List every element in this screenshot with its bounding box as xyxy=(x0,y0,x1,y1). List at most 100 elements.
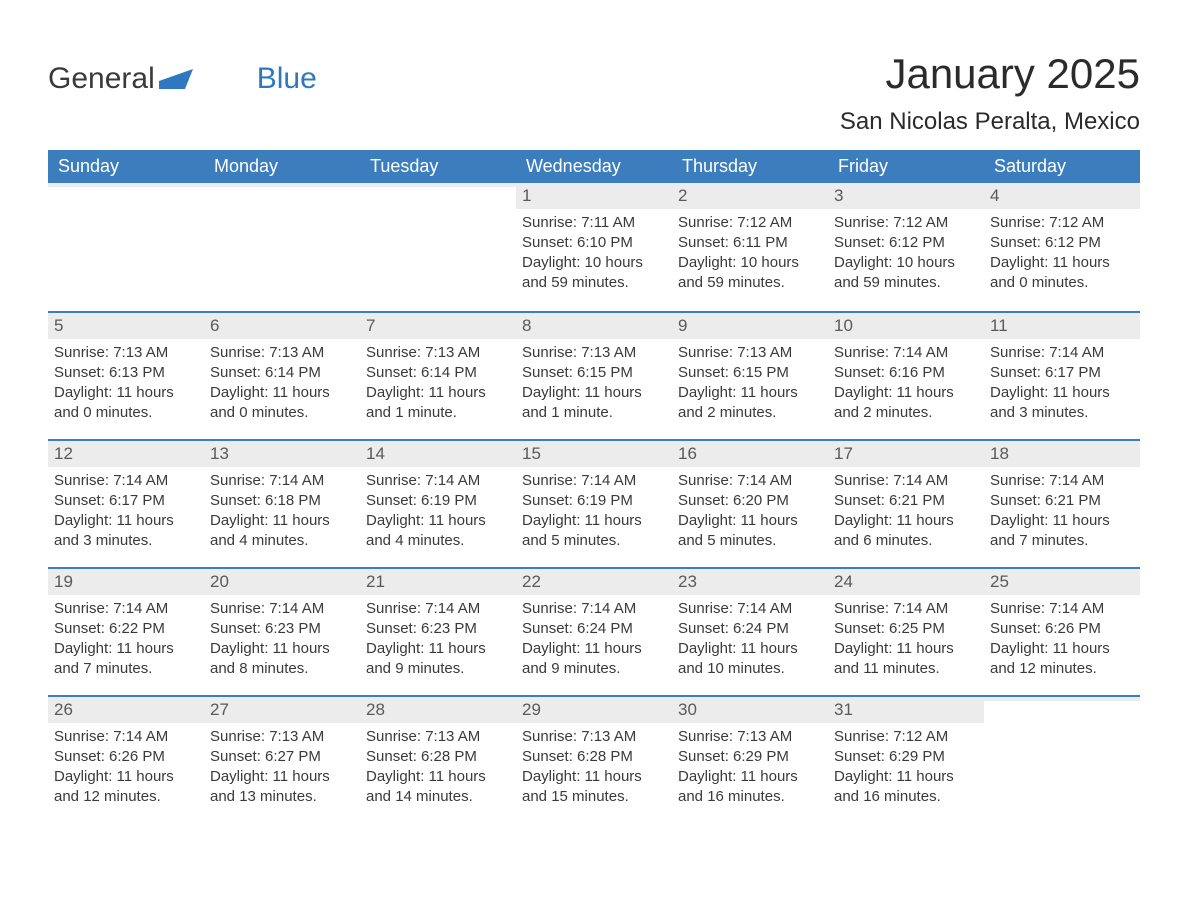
calendar-cell: 23Sunrise: 7:14 AMSunset: 6:24 PMDayligh… xyxy=(672,567,828,695)
sunrise-text: Sunrise: 7:14 AM xyxy=(990,471,1134,491)
sunrise-text: Sunrise: 7:14 AM xyxy=(522,471,666,491)
day-number: 18 xyxy=(984,439,1140,467)
day-number: 9 xyxy=(672,311,828,339)
day-details: Sunrise: 7:14 AMSunset: 6:19 PMDaylight:… xyxy=(360,467,516,557)
calendar-cell: 8Sunrise: 7:13 AMSunset: 6:15 PMDaylight… xyxy=(516,311,672,439)
calendar-week-row: 5Sunrise: 7:13 AMSunset: 6:13 PMDaylight… xyxy=(48,311,1140,439)
sunset-text: Sunset: 6:23 PM xyxy=(366,619,510,639)
daylight-text: Daylight: 11 hours and 3 minutes. xyxy=(990,383,1134,423)
day-number: 1 xyxy=(516,183,672,209)
sunset-text: Sunset: 6:14 PM xyxy=(366,363,510,383)
daylight-text: Daylight: 10 hours and 59 minutes. xyxy=(522,253,666,293)
daylight-text: Daylight: 11 hours and 0 minutes. xyxy=(990,253,1134,293)
day-details: Sunrise: 7:13 AMSunset: 6:15 PMDaylight:… xyxy=(516,339,672,429)
sunset-text: Sunset: 6:28 PM xyxy=(522,747,666,767)
sunset-text: Sunset: 6:27 PM xyxy=(210,747,354,767)
calendar-cell: 13Sunrise: 7:14 AMSunset: 6:18 PMDayligh… xyxy=(204,439,360,567)
sunset-text: Sunset: 6:20 PM xyxy=(678,491,822,511)
sunset-text: Sunset: 6:24 PM xyxy=(678,619,822,639)
sunset-text: Sunset: 6:13 PM xyxy=(54,363,198,383)
day-number: 21 xyxy=(360,567,516,595)
brand-shape-icon xyxy=(159,69,193,89)
day-number: 11 xyxy=(984,311,1140,339)
day-number: 10 xyxy=(828,311,984,339)
sunrise-text: Sunrise: 7:14 AM xyxy=(210,471,354,491)
page-title: January 2025 xyxy=(840,50,1140,98)
day-number: 5 xyxy=(48,311,204,339)
calendar-cell: 20Sunrise: 7:14 AMSunset: 6:23 PMDayligh… xyxy=(204,567,360,695)
calendar-cell: 24Sunrise: 7:14 AMSunset: 6:25 PMDayligh… xyxy=(828,567,984,695)
daylight-text: Daylight: 11 hours and 5 minutes. xyxy=(678,511,822,551)
sunset-text: Sunset: 6:21 PM xyxy=(990,491,1134,511)
daylight-text: Daylight: 11 hours and 4 minutes. xyxy=(210,511,354,551)
calendar-cell: 22Sunrise: 7:14 AMSunset: 6:24 PMDayligh… xyxy=(516,567,672,695)
sunset-text: Sunset: 6:18 PM xyxy=(210,491,354,511)
calendar-cell: 4Sunrise: 7:12 AMSunset: 6:12 PMDaylight… xyxy=(984,183,1140,311)
sunrise-text: Sunrise: 7:14 AM xyxy=(834,471,978,491)
day-details: Sunrise: 7:14 AMSunset: 6:21 PMDaylight:… xyxy=(984,467,1140,557)
calendar-cell: 27Sunrise: 7:13 AMSunset: 6:27 PMDayligh… xyxy=(204,695,360,823)
daylight-text: Daylight: 11 hours and 11 minutes. xyxy=(834,639,978,679)
calendar-table: Sunday Monday Tuesday Wednesday Thursday… xyxy=(48,150,1140,823)
calendar-cell: 29Sunrise: 7:13 AMSunset: 6:28 PMDayligh… xyxy=(516,695,672,823)
sunset-text: Sunset: 6:28 PM xyxy=(366,747,510,767)
sunrise-text: Sunrise: 7:13 AM xyxy=(210,727,354,747)
day-details: Sunrise: 7:14 AMSunset: 6:17 PMDaylight:… xyxy=(48,467,204,557)
brand-word1: General xyxy=(48,62,155,96)
day-details: Sunrise: 7:12 AMSunset: 6:29 PMDaylight:… xyxy=(828,723,984,813)
sunset-text: Sunset: 6:17 PM xyxy=(990,363,1134,383)
sunrise-text: Sunrise: 7:14 AM xyxy=(522,599,666,619)
day-details: Sunrise: 7:12 AMSunset: 6:11 PMDaylight:… xyxy=(672,209,828,299)
sunrise-text: Sunrise: 7:14 AM xyxy=(210,599,354,619)
day-number: 27 xyxy=(204,695,360,723)
calendar-cell: 17Sunrise: 7:14 AMSunset: 6:21 PMDayligh… xyxy=(828,439,984,567)
calendar-cell xyxy=(48,183,204,311)
day-details: Sunrise: 7:14 AMSunset: 6:26 PMDaylight:… xyxy=(48,723,204,813)
day-details: Sunrise: 7:14 AMSunset: 6:24 PMDaylight:… xyxy=(516,595,672,685)
day-details: Sunrise: 7:13 AMSunset: 6:28 PMDaylight:… xyxy=(516,723,672,813)
calendar-cell: 10Sunrise: 7:14 AMSunset: 6:16 PMDayligh… xyxy=(828,311,984,439)
sunset-text: Sunset: 6:29 PM xyxy=(834,747,978,767)
calendar-cell xyxy=(204,183,360,311)
sunrise-text: Sunrise: 7:13 AM xyxy=(522,343,666,363)
sunrise-text: Sunrise: 7:12 AM xyxy=(834,727,978,747)
sunset-text: Sunset: 6:26 PM xyxy=(54,747,198,767)
day-number xyxy=(204,183,360,187)
calendar-week-row: 19Sunrise: 7:14 AMSunset: 6:22 PMDayligh… xyxy=(48,567,1140,695)
day-details: Sunrise: 7:14 AMSunset: 6:17 PMDaylight:… xyxy=(984,339,1140,429)
daylight-text: Daylight: 11 hours and 0 minutes. xyxy=(54,383,198,423)
day-details: Sunrise: 7:14 AMSunset: 6:16 PMDaylight:… xyxy=(828,339,984,429)
sunrise-text: Sunrise: 7:14 AM xyxy=(678,471,822,491)
daylight-text: Daylight: 11 hours and 7 minutes. xyxy=(54,639,198,679)
daylight-text: Daylight: 11 hours and 14 minutes. xyxy=(366,767,510,807)
sunset-text: Sunset: 6:14 PM xyxy=(210,363,354,383)
day-number: 23 xyxy=(672,567,828,595)
daylight-text: Daylight: 11 hours and 2 minutes. xyxy=(678,383,822,423)
day-details: Sunrise: 7:13 AMSunset: 6:15 PMDaylight:… xyxy=(672,339,828,429)
daylight-text: Daylight: 11 hours and 6 minutes. xyxy=(834,511,978,551)
weekday-header: Monday xyxy=(204,150,360,183)
daylight-text: Daylight: 11 hours and 9 minutes. xyxy=(366,639,510,679)
calendar-cell: 26Sunrise: 7:14 AMSunset: 6:26 PMDayligh… xyxy=(48,695,204,823)
day-number: 20 xyxy=(204,567,360,595)
calendar-cell: 7 Sunrise: 7:13 AMSunset: 6:14 PMDaylight… xyxy=(360,311,516,439)
calendar-cell: 6Sunrise: 7:13 AMSunset: 6:14 PMDaylight… xyxy=(204,311,360,439)
day-details: Sunrise: 7:14 AMSunset: 6:21 PMDaylight:… xyxy=(828,467,984,557)
weekday-header: Saturday xyxy=(984,150,1140,183)
daylight-text: Daylight: 11 hours and 12 minutes. xyxy=(990,639,1134,679)
day-number: 15 xyxy=(516,439,672,467)
sunrise-text: Sunrise: 7:14 AM xyxy=(990,599,1134,619)
brand-logo: GeneralBlue xyxy=(48,50,317,96)
daylight-text: Daylight: 11 hours and 1 minute. xyxy=(366,383,510,423)
sunset-text: Sunset: 6:16 PM xyxy=(834,363,978,383)
calendar-week-row: 26Sunrise: 7:14 AMSunset: 6:26 PMDayligh… xyxy=(48,695,1140,823)
day-number: 7 xyxy=(360,311,516,339)
calendar-cell: 2Sunrise: 7:12 AMSunset: 6:11 PMDaylight… xyxy=(672,183,828,311)
day-number: 4 xyxy=(984,183,1140,209)
sunrise-text: Sunrise: 7:14 AM xyxy=(366,599,510,619)
sunrise-text: Sunrise: 7:13 AM xyxy=(366,727,510,747)
day-number xyxy=(984,695,1140,701)
sunrise-text: Sunrise: 7:13 AM xyxy=(366,343,510,363)
day-number xyxy=(360,183,516,187)
daylight-text: Daylight: 11 hours and 1 minute. xyxy=(522,383,666,423)
